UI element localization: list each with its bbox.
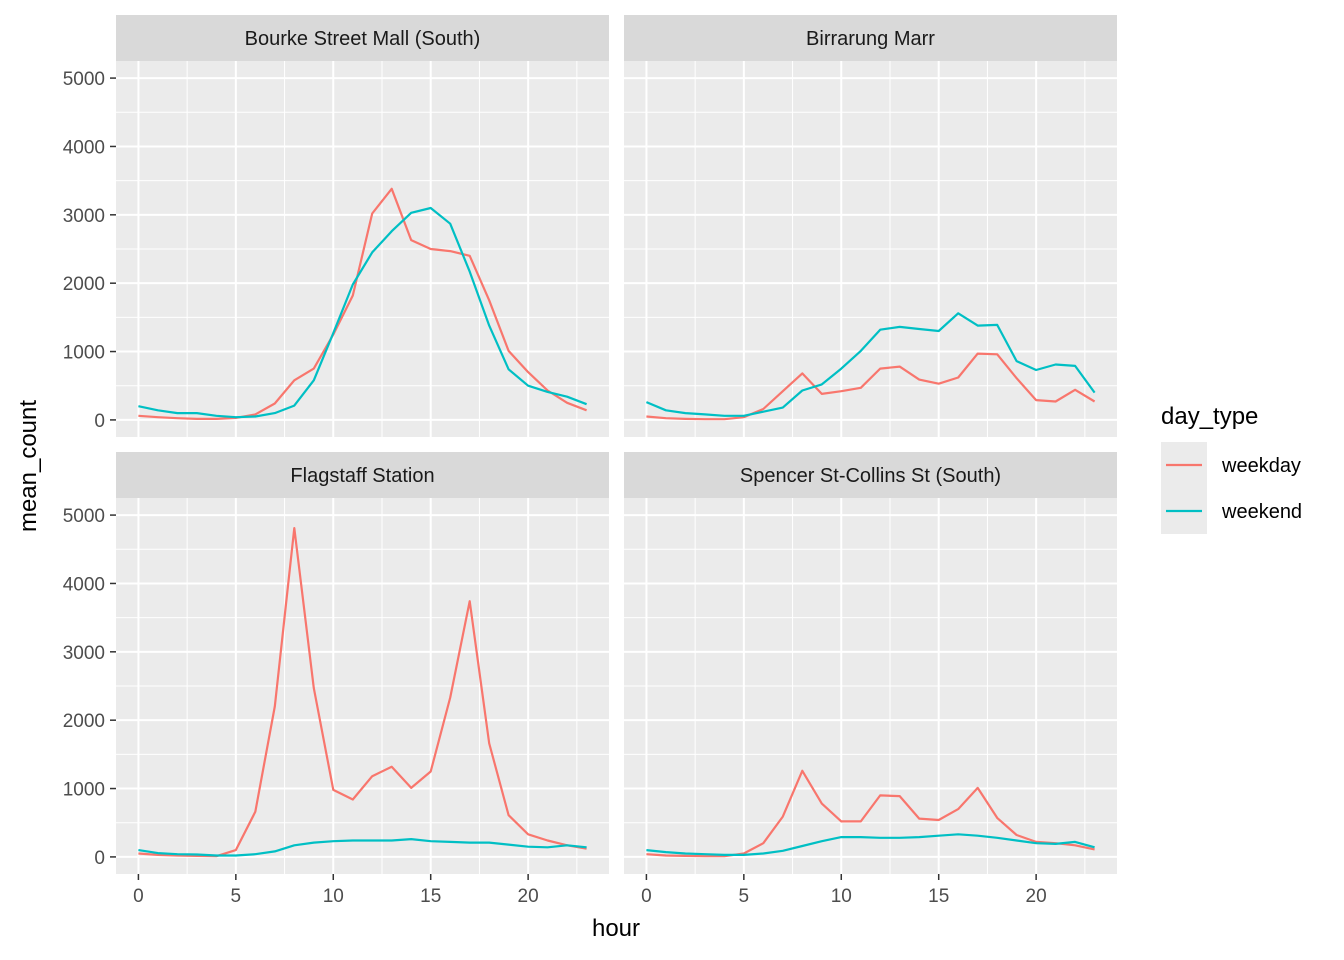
x-tick-label: 10 — [831, 886, 852, 907]
facet-strip-label: Birrarung Marr — [806, 28, 935, 50]
y-tick-label: 0 — [94, 411, 105, 432]
y-tick-label: 2000 — [63, 274, 105, 295]
x-tick-label: 20 — [518, 886, 539, 907]
legend-label: weekend — [1221, 501, 1302, 523]
y-tick-label: 1000 — [63, 343, 105, 364]
x-tick-label: 0 — [641, 886, 652, 907]
facet-panels: Bourke Street Mall (South)01000200030004… — [63, 15, 1117, 907]
legend-keys: weekday weekend — [1161, 442, 1302, 534]
facet-strip — [624, 15, 1117, 61]
y-tick-label: 0 — [94, 848, 105, 869]
facet-strip — [116, 452, 609, 498]
y-axis-title: mean_count — [15, 400, 42, 532]
legend-label: weekday — [1221, 455, 1301, 477]
series-line-weekday — [646, 352, 1096, 421]
series-line-weekend — [646, 833, 1095, 857]
facet-strip — [116, 15, 609, 61]
x-tick-label: 5 — [739, 886, 750, 907]
facet-panel: Bourke Street Mall (South) 0 1000 2000 3000 4… — [63, 15, 609, 437]
series-line-weekday — [138, 187, 587, 420]
y-tick-label: 1000 — [63, 780, 105, 801]
y-tick-label: 4000 — [63, 574, 105, 595]
y-tick-label: 3000 — [63, 643, 105, 664]
x-tick-label: 10 — [323, 886, 344, 907]
x-axis-title: hour — [592, 915, 640, 942]
y-tick-label: 4000 — [63, 137, 105, 158]
legend-title: day_type — [1161, 403, 1258, 430]
y-tick-label: 3000 — [63, 206, 105, 227]
facet-strip-label: Spencer St-Collins St (South) — [740, 465, 1001, 487]
x-tick-label: 15 — [928, 886, 949, 907]
series-line-weekday — [646, 769, 1095, 858]
y-tick-label: 5000 — [63, 69, 105, 90]
facet-panel: Flagstaff Station 0 1000 2000 3000 4000 5000 0 5… — [63, 452, 609, 907]
facet-strip-label: Bourke Street Mall (South) — [245, 28, 481, 50]
facet-strip-label: Flagstaff Station — [290, 465, 434, 487]
series-line-weekend — [138, 206, 587, 419]
series-line-weekend — [645, 312, 1096, 417]
series-line-weekend — [138, 837, 587, 857]
y-tick-label: 5000 — [63, 506, 105, 527]
x-tick-label: 0 — [133, 886, 144, 907]
facet-panel: Spencer St-Collins St (South) 0 5 10 15 20 — [624, 452, 1117, 907]
x-tick-label: 5 — [231, 886, 242, 907]
y-tick-label: 2000 — [63, 711, 105, 732]
legend: day_type weekday weekend — [1161, 403, 1302, 534]
facet-panel: Birrarung Marr — [624, 15, 1117, 437]
x-tick-label: 20 — [1026, 886, 1047, 907]
x-tick-label: 15 — [420, 886, 441, 907]
facet-strip — [624, 452, 1117, 498]
